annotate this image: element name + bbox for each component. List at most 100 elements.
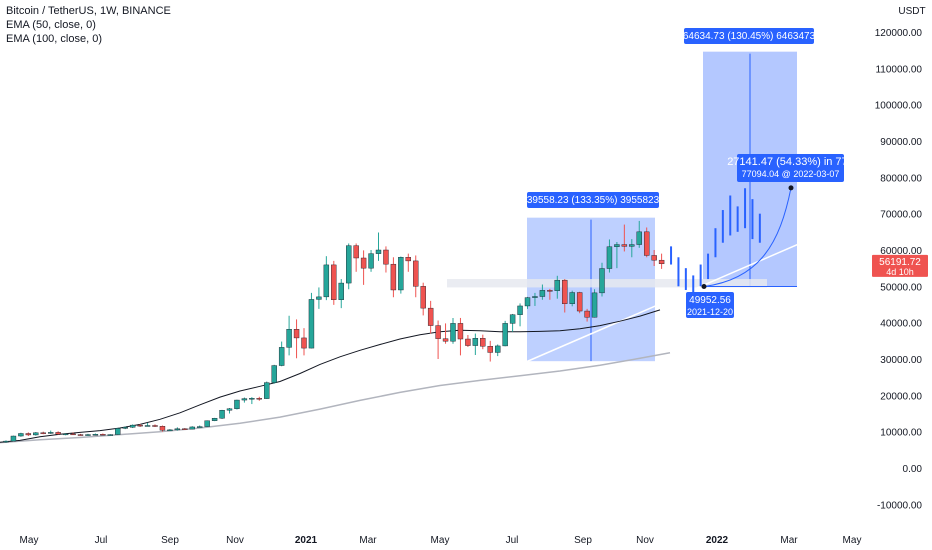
candle-body: [644, 231, 650, 256]
candle-body: [234, 399, 240, 409]
time-tick-label: Nov: [636, 535, 654, 546]
time-tick-label: 2022: [706, 535, 729, 546]
time-tick-label: Sep: [161, 535, 179, 546]
projection-label-text: 77094.04 @ 2022-03-07: [742, 169, 840, 179]
measure1-label-bg: [527, 192, 659, 208]
candle-body: [25, 433, 32, 436]
price-tick-label: 30000.00: [880, 355, 922, 366]
candle-body: [509, 314, 516, 324]
candle-body: [606, 246, 613, 269]
candle-body: [144, 425, 151, 427]
candle-body: [457, 323, 464, 340]
candle-body: [636, 231, 642, 245]
candle-body: [122, 427, 128, 429]
price-axis[interactable]: 120000.00 110000.00 100000.00 90000.00 80000…: [872, 6, 928, 511]
price-tick-label: 40000.00: [880, 319, 922, 330]
end-point: [788, 185, 794, 191]
support-zone: [447, 279, 767, 288]
measure2-label-text: 64634.73 (130.45%) 6463473: [683, 31, 816, 42]
candle-body: [465, 338, 471, 346]
chart-legend: Bitcoin / TetherUS, 1W, BINANCE EMA (50,…: [6, 4, 171, 46]
time-tick-label: May: [431, 535, 450, 546]
price-tick-label: 110000.00: [875, 64, 922, 75]
candle-body: [450, 323, 456, 342]
ema100-line: [0, 352, 671, 444]
candle-body: [48, 432, 54, 434]
ema100-legend[interactable]: EMA (100, close, 0): [6, 33, 102, 45]
price-tick-label: 100000.00: [875, 101, 923, 112]
time-tick-label: Nov: [226, 535, 244, 546]
candle-body: [219, 410, 225, 419]
price-tick-label: 90000.00: [880, 137, 922, 148]
price-tag: [872, 254, 928, 277]
low-label-bg: [686, 292, 734, 318]
candle-body: [442, 338, 449, 342]
projection-label-text: 27141.47 (54.33%) in 77d: [727, 156, 854, 168]
candle-body: [338, 282, 344, 300]
candle-body: [137, 424, 143, 427]
candle-body: [40, 432, 46, 434]
candle-body: [100, 434, 106, 436]
candlesticks: [3, 220, 665, 443]
candle-body: [539, 290, 546, 297]
candle-body: [584, 310, 590, 318]
candle-body: [435, 325, 441, 339]
price-tick-label: -10000.00: [877, 500, 922, 511]
price-tick-label: 60000.00: [880, 246, 922, 257]
price-tick-label: 20000.00: [880, 391, 922, 402]
candle-body: [293, 329, 300, 339]
trendline: [511, 223, 846, 369]
candle-body: [502, 323, 508, 347]
candle-body: [629, 244, 635, 247]
candle-body: [62, 433, 69, 436]
low-label-text: 49952.56: [689, 295, 731, 306]
candle-body: [159, 426, 166, 431]
annotation-labels: 39558.23 (133.35%) 3955823 64634.73 (130.…: [527, 28, 854, 318]
time-tick-label: Mar: [780, 535, 798, 546]
candle-body: [621, 244, 628, 247]
price-tick-label: 10000.00: [880, 428, 922, 439]
candle-body: [331, 264, 337, 300]
candle-body: [420, 286, 426, 309]
candle-body: [427, 307, 434, 326]
candle-body: [398, 257, 404, 291]
candle-body: [517, 305, 523, 315]
candle-body: [316, 296, 322, 300]
symbol-title[interactable]: Bitcoin / TetherUS, 1W, BINANCE: [6, 5, 171, 17]
projection-curve: [703, 187, 792, 287]
candle-body: [3, 440, 9, 443]
candle-body: [569, 292, 575, 304]
candle-body: [55, 432, 61, 435]
candle-body: [658, 259, 665, 265]
candle-body: [368, 253, 374, 269]
candle-body: [107, 434, 114, 436]
candle-body: [271, 365, 277, 383]
candle-body: [167, 429, 173, 432]
candle-body: [308, 299, 315, 349]
projection-label-bg: [737, 154, 844, 182]
candle-body: [189, 426, 195, 430]
candle-body: [182, 428, 188, 430]
candle-body: [77, 434, 84, 436]
ema50-line: [0, 309, 661, 443]
candle-body: [226, 408, 233, 411]
time-tick-label: 2021: [295, 535, 318, 546]
low-label-text: 2021-12-20: [687, 307, 733, 317]
ema50-legend[interactable]: EMA (50, close, 0): [6, 19, 96, 31]
candle-body: [92, 434, 99, 436]
price-tag-value: 56191.72: [879, 257, 921, 268]
candle-body: [480, 338, 486, 347]
candle-body: [241, 398, 248, 401]
candle-body: [278, 347, 285, 366]
candle-body: [532, 296, 538, 298]
candle-body: [301, 337, 307, 349]
candle-body: [256, 398, 262, 400]
candle-body: [196, 426, 203, 428]
candle-body: [33, 432, 39, 436]
candle-body: [115, 428, 121, 435]
time-axis[interactable]: May Jul Sep Nov 2021 Mar May Jul Sep Nov 2022 Mar Ma…: [20, 535, 862, 546]
price-tick-label: 0.00: [903, 464, 923, 475]
candle-body: [70, 433, 76, 436]
candle-body: [249, 398, 255, 400]
